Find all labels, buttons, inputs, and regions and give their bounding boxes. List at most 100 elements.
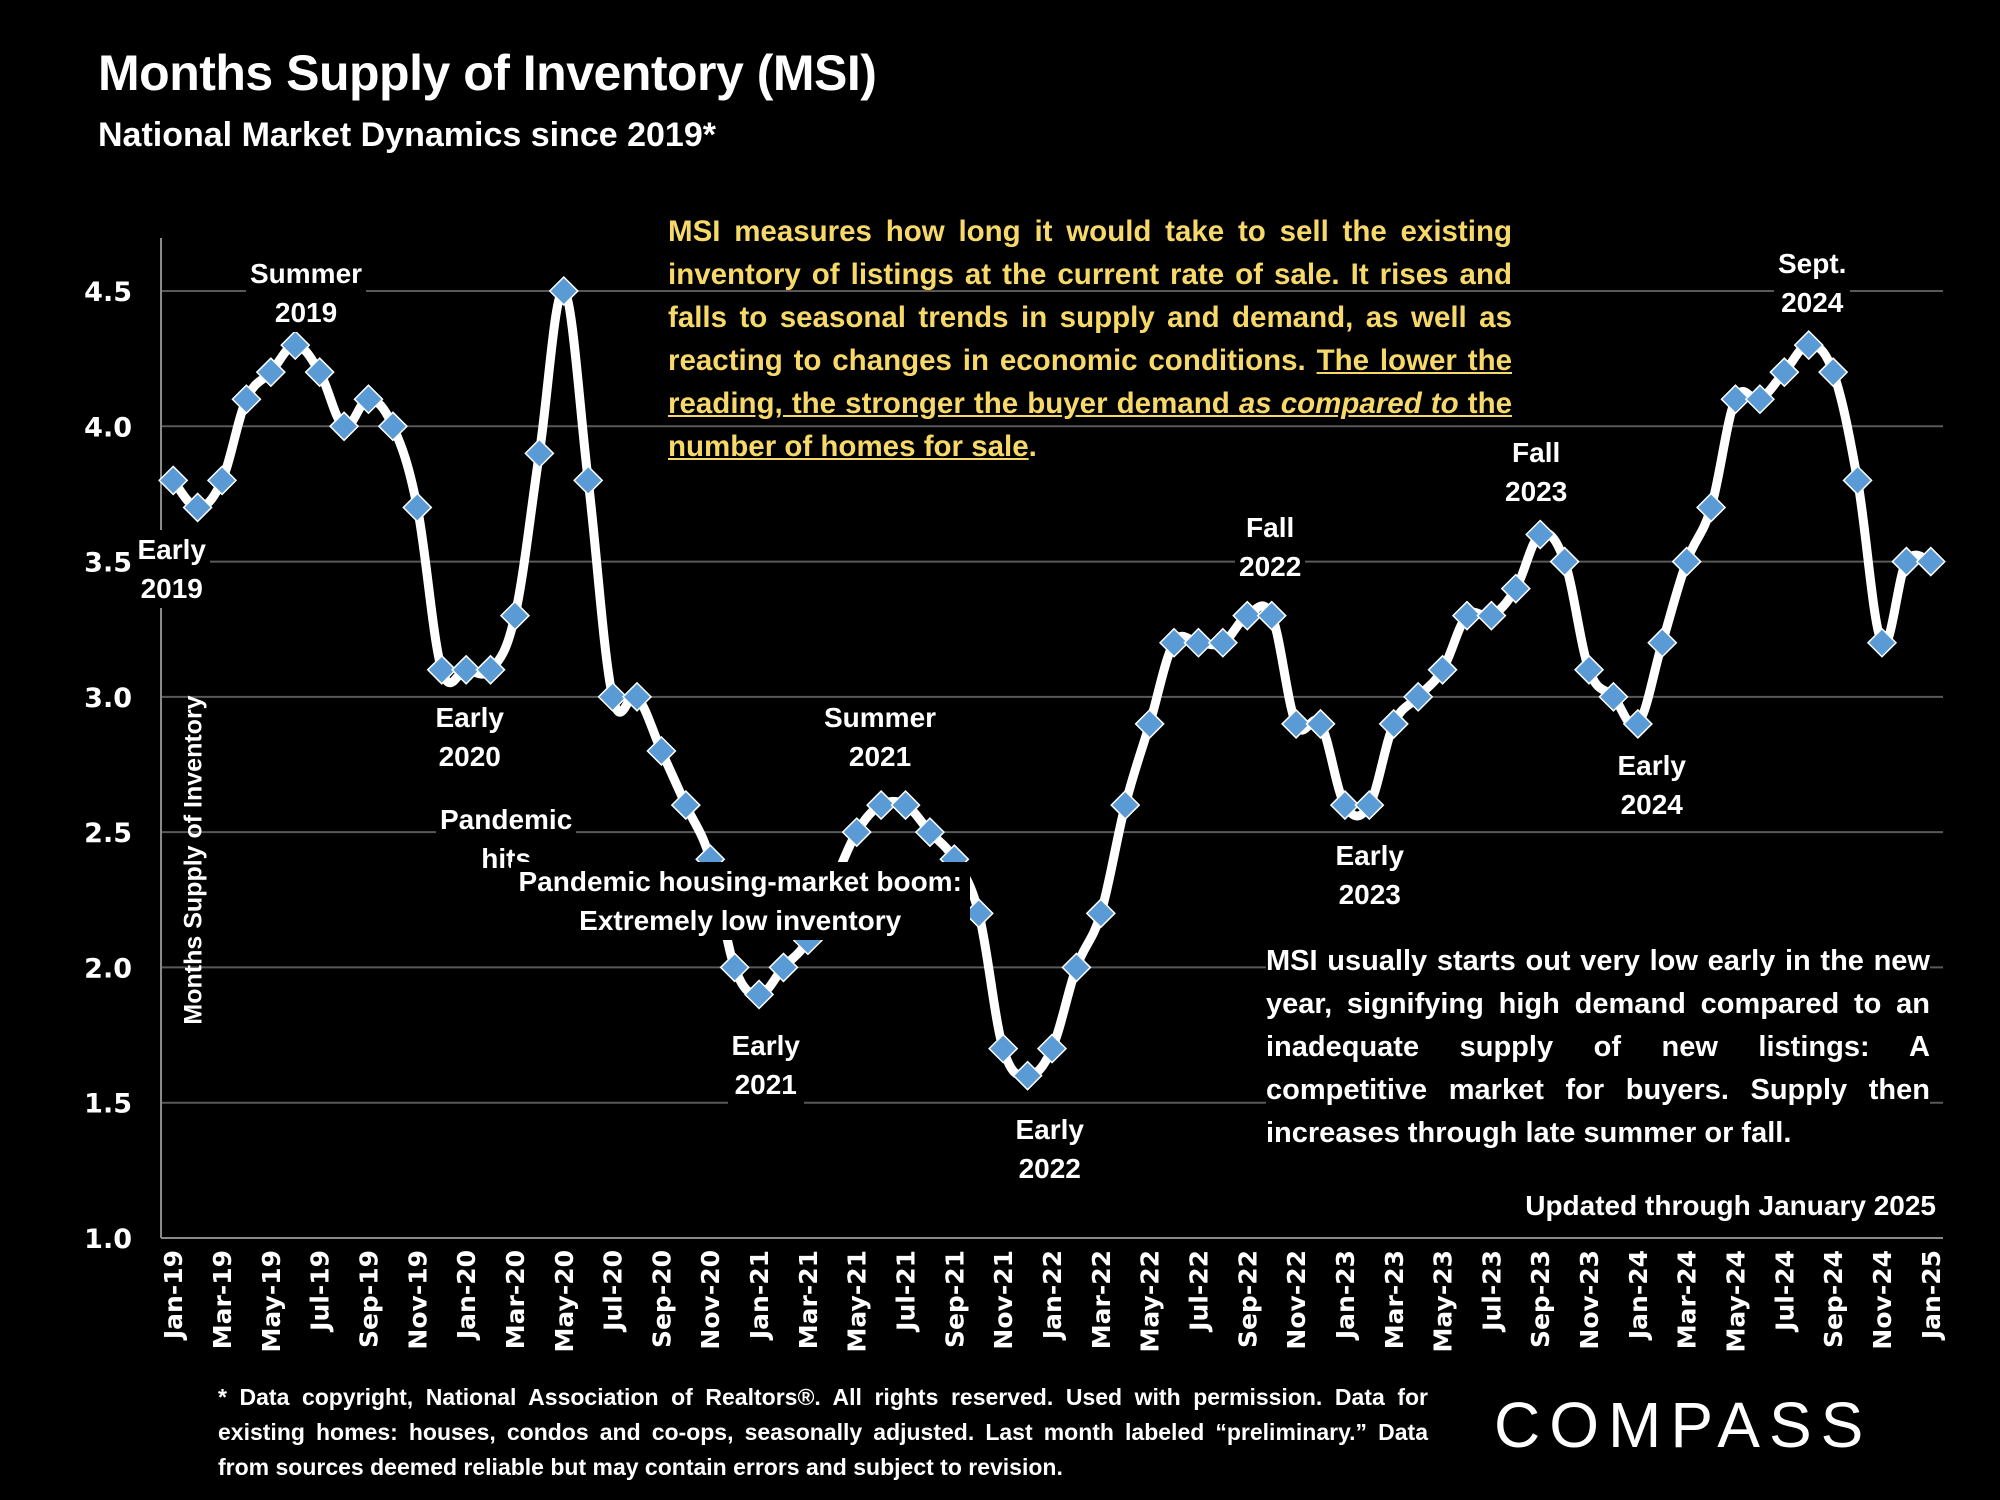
data-point-marker — [890, 790, 921, 821]
x-tick-label: Jul-23 — [1477, 1250, 1506, 1333]
data-point-marker — [1427, 654, 1458, 685]
annotation-line: 2021 — [848, 741, 912, 772]
annotation-fall-2022: Fall 2022 — [1235, 508, 1306, 586]
data-point-marker — [499, 600, 531, 631]
data-point-marker — [1378, 708, 1409, 739]
definition-emphasis-text: The lower the reading, the stronger the … — [668, 344, 1512, 420]
data-point-marker — [182, 492, 213, 523]
x-tick-label: Jan-21 — [745, 1250, 774, 1341]
annotation-line: Summer — [250, 258, 363, 289]
x-tick-label: May-21 — [843, 1250, 872, 1352]
definition-emphasis: The lower the reading, the stronger the … — [668, 344, 1512, 463]
data-point-marker — [768, 952, 799, 983]
data-point-marker — [1744, 384, 1775, 415]
y-tick-label: 3.5 — [84, 548, 132, 579]
data-point-marker — [1525, 519, 1556, 550]
x-tick-label: Jan-22 — [1038, 1250, 1067, 1341]
data-point-marker — [719, 952, 750, 983]
definition-end: . — [1028, 430, 1037, 463]
data-point-marker — [1696, 492, 1727, 523]
x-tick-label: Jan-24 — [1624, 1250, 1653, 1341]
data-point-marker — [1232, 600, 1263, 631]
annotation-line: Early — [137, 534, 207, 565]
annotation-line: Extremely low inventory — [579, 905, 902, 936]
annotation-line: Fall — [1246, 512, 1295, 543]
y-tick-label: 2.0 — [84, 953, 132, 984]
data-point-marker — [573, 465, 604, 496]
data-point-marker — [1451, 600, 1483, 631]
annotation-line: 2021 — [734, 1069, 797, 1100]
data-point-marker — [158, 465, 189, 496]
data-point-marker — [377, 411, 408, 442]
data-point-marker — [1647, 627, 1678, 658]
x-tick-label: May-23 — [1429, 1250, 1458, 1352]
annotation-line: 2024 — [1781, 287, 1844, 318]
x-tick-label: Nov-19 — [403, 1250, 432, 1350]
data-point-marker — [1842, 465, 1873, 496]
annotation-line: Early — [1015, 1114, 1085, 1145]
footer-disclaimer: * Data copyright, National Association o… — [218, 1384, 1428, 1480]
data-point-marker — [744, 979, 775, 1010]
data-point-marker — [597, 681, 628, 712]
x-tick-label: Jul-21 — [892, 1250, 921, 1333]
annotation-early-2021: Early 2021 — [727, 1026, 804, 1104]
data-point-marker — [670, 790, 701, 821]
data-point-marker — [206, 465, 238, 496]
data-point-marker — [1915, 546, 1946, 577]
definition-emphasis-text-2: the number of homes for sale — [668, 387, 1512, 463]
annotation-line: Early — [1335, 840, 1405, 871]
data-point-marker — [353, 384, 384, 415]
x-tick-label: Sep-23 — [1526, 1250, 1555, 1348]
x-tick-label: Jan-23 — [1331, 1250, 1360, 1341]
data-point-marker — [402, 492, 433, 523]
data-point-marker — [988, 1033, 1019, 1064]
annotation-line: 2019 — [274, 297, 338, 328]
annotation-pandemic-hits: Pandemic hits — [436, 800, 577, 878]
updated-through-label: Updated through January 2025 — [1519, 1190, 1936, 1222]
data-point-marker — [451, 654, 482, 685]
x-tick-label: May-24 — [1722, 1250, 1751, 1352]
data-point-marker — [1818, 357, 1849, 388]
data-point-marker — [304, 357, 335, 388]
x-tick-label: Mar-24 — [1673, 1250, 1702, 1349]
x-tick-label: Sep-22 — [1233, 1250, 1262, 1348]
annotation-line: Early — [435, 702, 505, 733]
data-point-marker — [426, 654, 457, 685]
x-tick-label: Nov-21 — [989, 1250, 1018, 1350]
annotation-line: Early — [1617, 750, 1687, 781]
data-point-marker — [1305, 708, 1336, 739]
data-point-marker — [1256, 600, 1287, 631]
data-point-marker — [475, 654, 506, 685]
seasonal-note: MSI usually starts out very low early in… — [1266, 940, 1930, 1155]
data-point-marker — [1720, 384, 1751, 415]
x-tick-label: Mar-22 — [1087, 1250, 1116, 1349]
data-point-marker — [524, 438, 555, 469]
data-point-marker — [1134, 708, 1165, 739]
x-tick-label: May-19 — [257, 1250, 286, 1352]
chart-subtitle: National Market Dynamics since 2019* — [98, 116, 716, 154]
data-point-marker — [1207, 627, 1238, 658]
annotation-line: 2020 — [438, 741, 501, 772]
annotation-line: 2023 — [1505, 476, 1568, 507]
data-point-marker — [1500, 573, 1531, 604]
annotation-boom: Pandemic housing-market boom: Extremely … — [510, 862, 970, 940]
data-point-marker — [1671, 546, 1702, 577]
y-tick-label: 2.5 — [84, 818, 132, 849]
x-tick-label: Jul-20 — [599, 1250, 628, 1333]
compass-logo: COMPASS — [1494, 1389, 1873, 1461]
x-tick-label: Mar-19 — [208, 1250, 237, 1349]
y-tick-label: 3.0 — [84, 683, 132, 714]
x-tick-labels: Jan-19 Mar-19 May-19 Jul-19 Sep-19 Nov-19 Jan-… — [159, 1250, 1946, 1352]
annotation-line: Fall — [1512, 437, 1561, 468]
data-point-marker — [1061, 952, 1092, 983]
annotation-line: Pandemic housing-market boom: — [518, 866, 962, 897]
msi-definition-note: MSI measures how long it would take to s… — [668, 210, 1512, 468]
data-point-marker — [1866, 627, 1898, 658]
data-point-marker — [1622, 708, 1653, 739]
x-tick-label: May-20 — [550, 1250, 579, 1352]
x-tick-label: Nov-24 — [1868, 1250, 1897, 1350]
data-point-marker — [255, 357, 286, 388]
annotation-line: Early — [731, 1030, 801, 1061]
data-point-marker — [231, 384, 262, 415]
axes — [160, 238, 1943, 1239]
